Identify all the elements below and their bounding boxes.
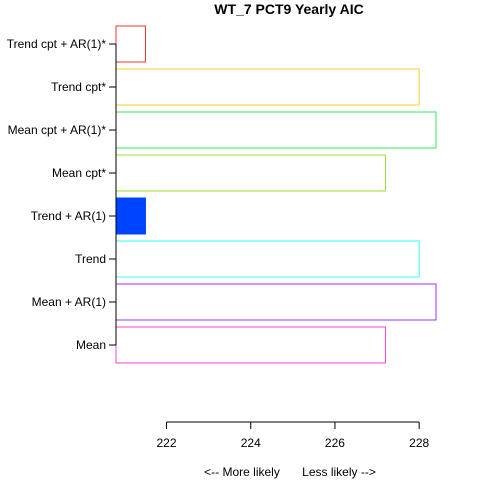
y-tick-label-6: Trend cpt* — [51, 80, 106, 94]
y-tick-label-4: Mean cpt* — [52, 166, 106, 180]
y-tick-label-1: Mean + AR(1) — [32, 295, 106, 309]
x-tick-label-1: 224 — [241, 436, 261, 450]
bar-4 — [115, 154, 386, 192]
y-axis: Mean Mean + AR(1) Trend Trend + AR(1) Mean c… — [7, 37, 117, 352]
y-tick-label-2: Trend — [75, 252, 106, 266]
chart-title: WT_7 PCT9 Yearly AIC — [214, 1, 363, 17]
y-tick-label-3: Trend + AR(1) — [31, 209, 106, 223]
x-label-left: <-- More likely — [204, 465, 280, 479]
x-tick-label-2: 226 — [325, 436, 345, 450]
bar-1 — [115, 283, 437, 321]
y-tick-label-7: Trend cpt + AR(1)* — [7, 37, 107, 51]
bar-3 — [115, 197, 146, 235]
y-tick-label-0: Mean — [76, 338, 106, 352]
x-tick-label-3: 228 — [409, 436, 429, 450]
x-axis: 222 224 226 228 — [157, 421, 429, 450]
bars-group — [115, 25, 437, 364]
y-tick-label-5: Mean cpt + AR(1)* — [8, 123, 107, 137]
bar-2 — [115, 240, 420, 278]
bar-7 — [115, 25, 146, 63]
x-tick-label-0: 222 — [157, 436, 177, 450]
x-label-right: Less likely --> — [302, 465, 376, 479]
bar-6 — [115, 68, 420, 106]
bar-5 — [115, 111, 437, 149]
bar-0 — [115, 326, 386, 364]
